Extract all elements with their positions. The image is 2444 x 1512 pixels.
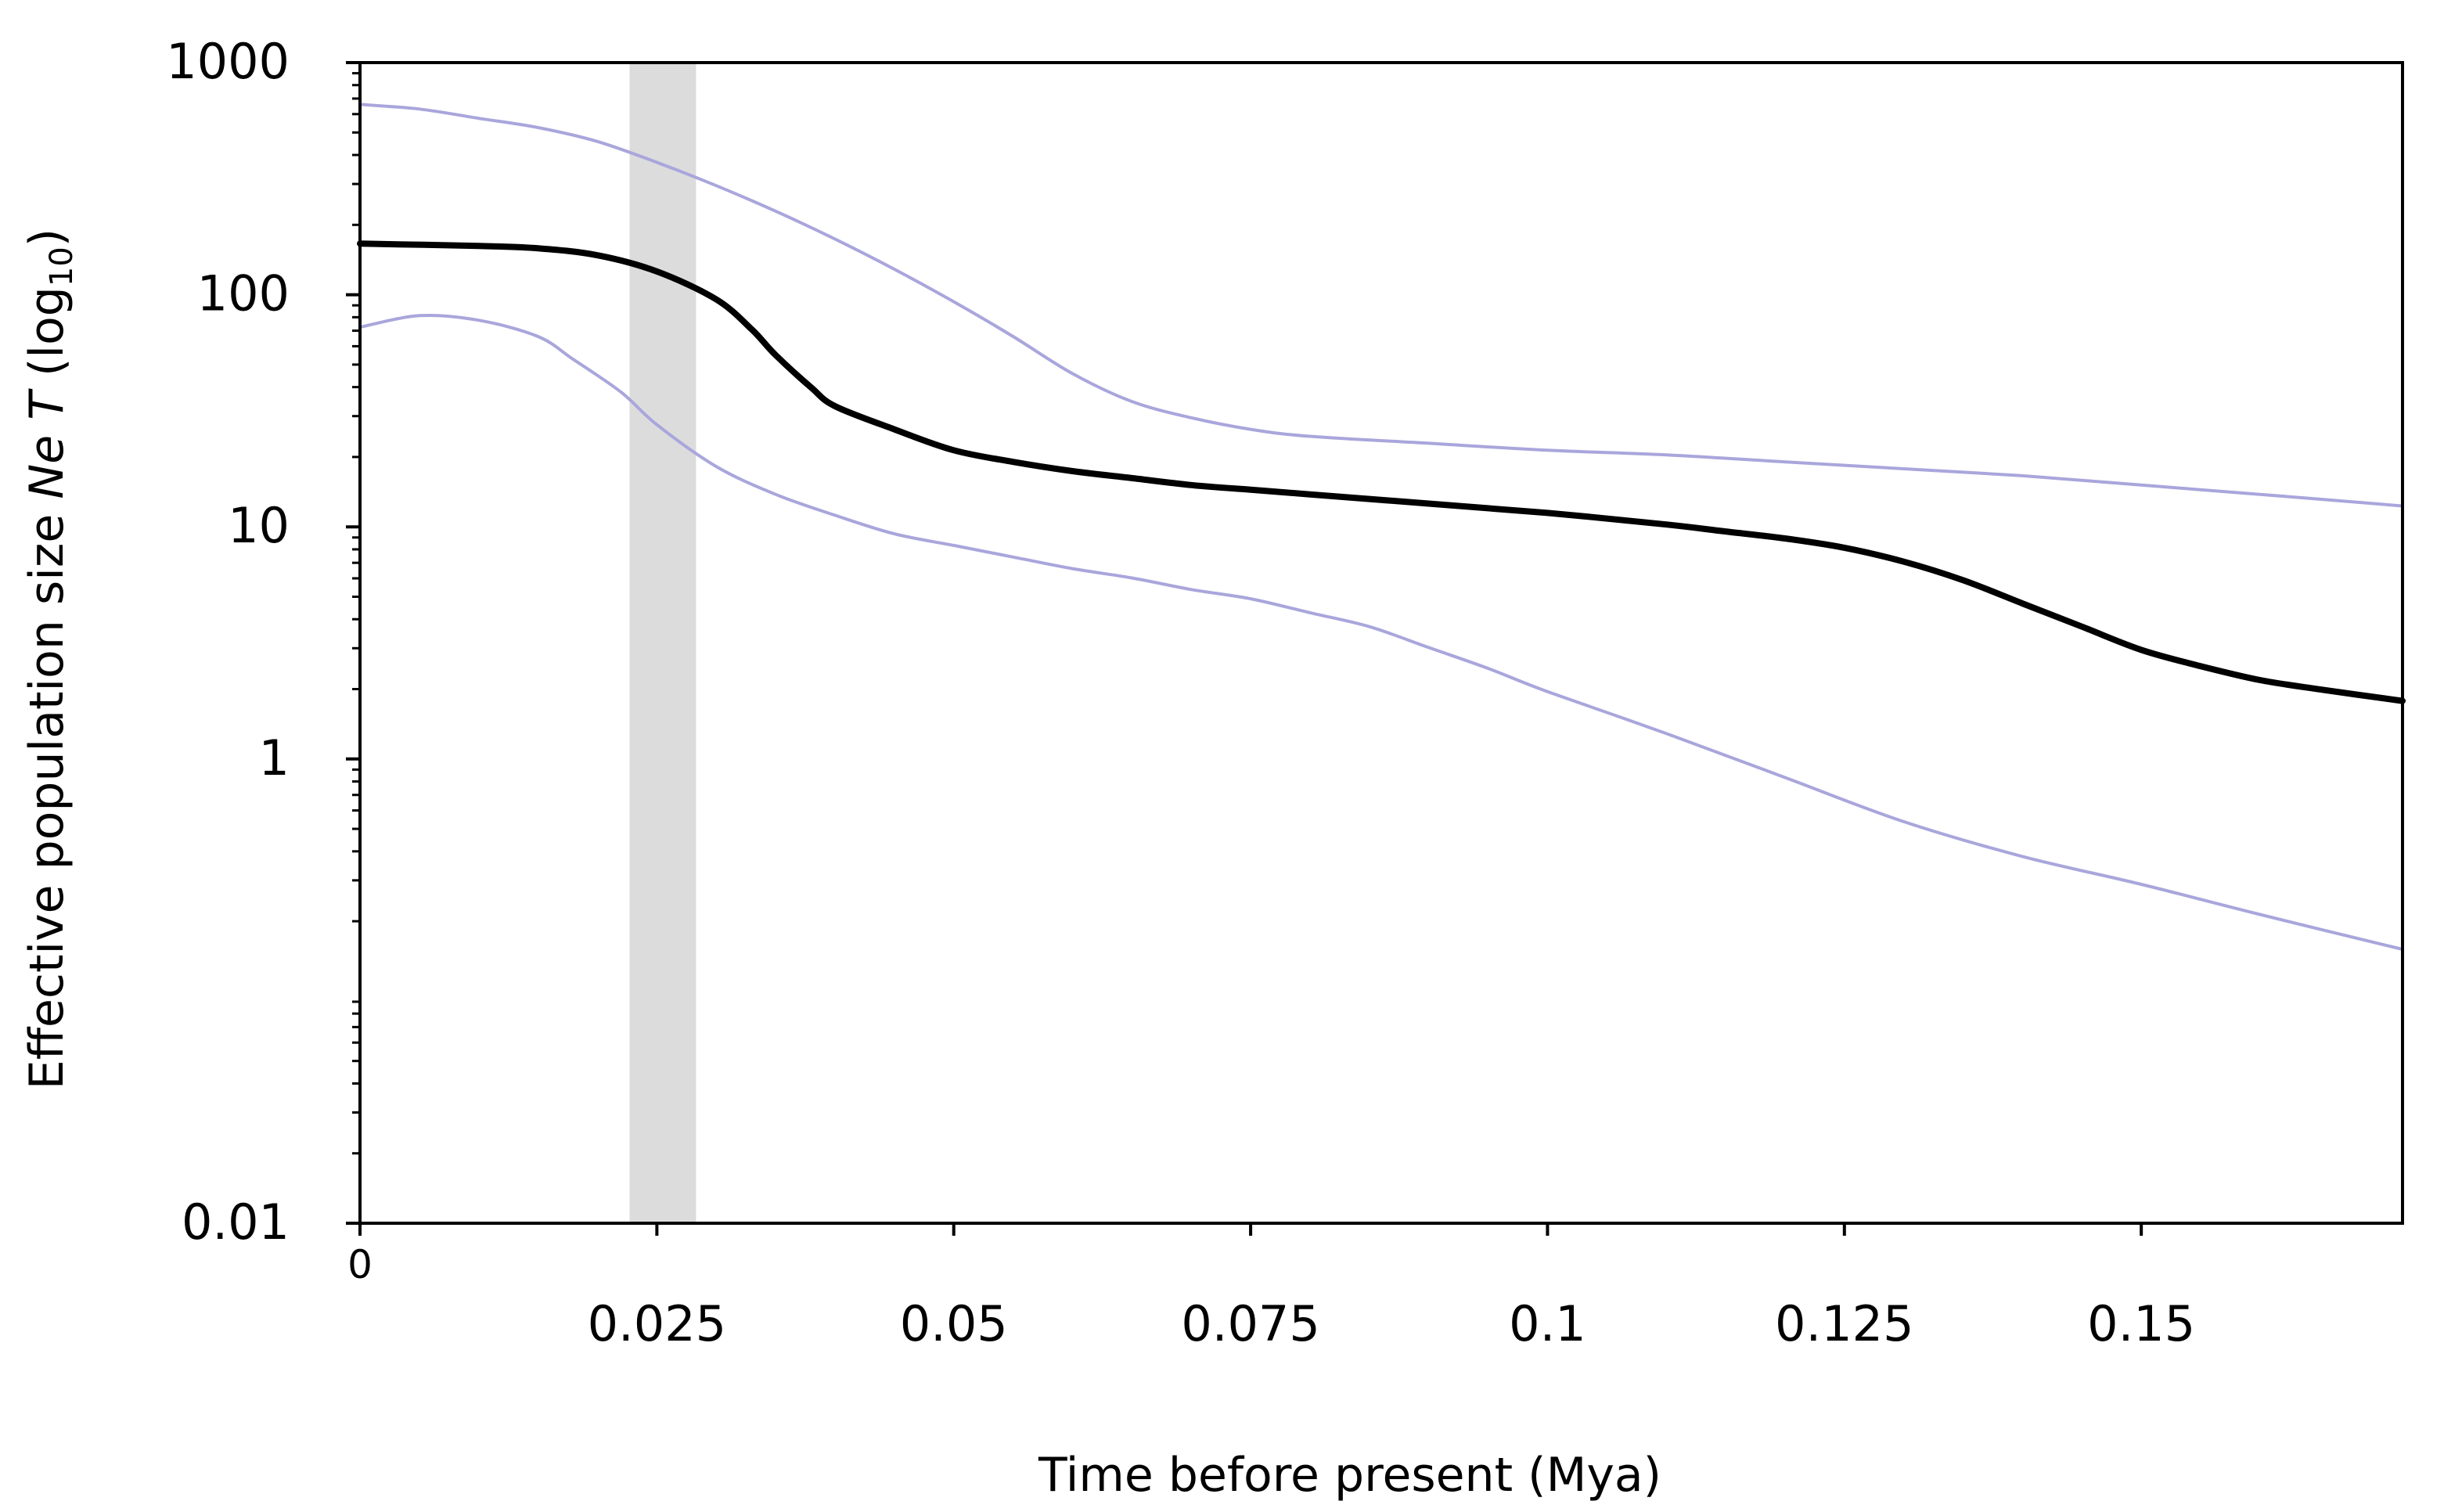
y-axis-title-ne: Ne	[20, 435, 74, 499]
y-axis-title-log-close: )	[20, 229, 74, 247]
y-tick-label: 1000	[166, 33, 290, 90]
series-layer	[357, 103, 2406, 951]
x-tick-label: 0.125	[1775, 1295, 1914, 1352]
y-tick-label: 0.01	[182, 1193, 290, 1251]
upper-hpd-line	[358, 103, 2404, 508]
y-axis-title-t: T	[20, 388, 74, 420]
shaded-region	[629, 63, 696, 1223]
x-tick-label: 0.025	[588, 1295, 727, 1352]
y-axis-title-space-1	[20, 420, 74, 435]
x-tick-label: 0.05	[900, 1295, 1008, 1352]
y-axis-title-log: (log	[20, 286, 74, 376]
x-tick-label: 0.075	[1181, 1295, 1320, 1352]
shaded-region-layer	[629, 63, 696, 1223]
y-axis-title-prefix: Effective population size	[20, 499, 74, 1090]
x-tick-label: 0.1	[1509, 1295, 1586, 1352]
y-tick-label: 100	[197, 265, 290, 322]
minor-tick-layer	[352, 72, 360, 1155]
x-tick-layer: 0 0.025 0.05 0.075 0.1 0.125 0.15	[347, 1223, 2195, 1352]
x-axis-title: Time before present (Mya)	[1038, 1448, 1661, 1503]
y-axis-title-log-sub: 10	[44, 247, 80, 286]
y-tick-label: 10	[228, 497, 290, 554]
median-line	[357, 240, 2406, 704]
plot-frame	[358, 61, 2404, 1225]
y-axis-title-space-2	[20, 376, 74, 391]
x-tick-label: 0	[347, 1242, 373, 1287]
y-axis-title: Effective population size Ne T (log10)	[20, 229, 80, 1089]
x-tick-label: 0.15	[2087, 1295, 2195, 1352]
y-tick-label: 1	[259, 729, 290, 787]
y-tick-layer: 1000 100 10 1 0.01	[166, 33, 360, 1251]
lower-hpd-line	[358, 313, 2404, 951]
